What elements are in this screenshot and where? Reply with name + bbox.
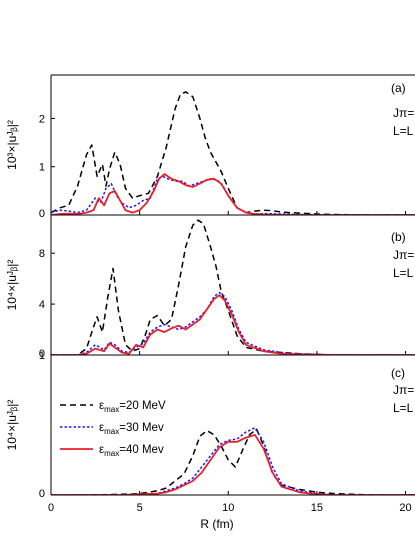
x-tick-label: 20 bbox=[399, 502, 411, 514]
panel-a-series-20mev bbox=[51, 91, 415, 215]
legend-label-20mev-main: ε bbox=[99, 400, 104, 412]
legend-entry-40mev: εmax=40 Mev bbox=[60, 444, 164, 458]
legend-entry-20mev: εmax=20 MeV bbox=[60, 400, 166, 414]
panel-c: 01 (c) Jπ= L=L 10⁴×|uᴶᵦ|² bbox=[5, 350, 415, 500]
legend-label-20mev-rest: =20 MeV bbox=[119, 400, 166, 412]
panel-c-y-tick-label: 0 bbox=[39, 488, 45, 500]
legend-label-40mev: εmax=40 Mev bbox=[99, 444, 164, 458]
panel-b-series-20mev bbox=[51, 219, 415, 355]
panel-a: 0 1 2 (a) Jπ= L=L 10³×|uᴶᵦ|² bbox=[5, 74, 415, 220]
panel-b-y-ticks: 0 4 8 bbox=[39, 248, 55, 360]
panel-c-lines bbox=[51, 427, 415, 495]
panel-a-annot-2: L=L bbox=[393, 124, 414, 138]
panel-c-series-30mev bbox=[51, 427, 415, 495]
panel-c-annot-2: L=L bbox=[393, 401, 414, 415]
panel-a-y-ticks: 0 1 2 bbox=[39, 113, 55, 220]
panel-b: 0 4 8 (b) Jπ= L=L 10⁴×|uᴶᵦ|² bbox=[5, 215, 415, 360]
panel-b-y-tick-label: 4 bbox=[39, 299, 45, 311]
panel-c-x-ticks bbox=[50, 491, 407, 495]
legend-label-30mev-sub: max bbox=[104, 427, 119, 436]
panel-a-annot-1: Jπ= bbox=[393, 106, 414, 120]
panel-a-lines bbox=[51, 91, 415, 215]
legend: εmax=20 MeV εmax=30 Mev εmax=40 Mev bbox=[60, 400, 166, 458]
panel-a-y-tick-label: 2 bbox=[39, 113, 45, 125]
panel-c-tag: (c) bbox=[391, 366, 405, 380]
panel-b-y-tick-label: 8 bbox=[39, 248, 45, 260]
legend-label-20mev-sub: max bbox=[104, 405, 119, 414]
panel-c-ylabel: 10⁴×|uᴶᵦ|² bbox=[5, 400, 19, 451]
x-tick-label: 0 bbox=[48, 502, 54, 514]
legend-label-30mev-main: ε bbox=[99, 422, 104, 434]
panel-a-ylabel: 10³×|uᴶᵦ|² bbox=[5, 120, 19, 170]
legend-label-40mev-main: ε bbox=[99, 444, 104, 456]
x-tick-label: 15 bbox=[311, 502, 323, 514]
panel-c-y-tick-label: 1 bbox=[39, 350, 45, 362]
panel-b-y-tick-label: 0 bbox=[39, 348, 45, 360]
x-tick-labels: 0 5 10 15 20 bbox=[48, 502, 412, 514]
legend-label-40mev-rest: =40 Mev bbox=[119, 444, 164, 456]
legend-label-30mev-rest: =30 Mev bbox=[119, 422, 164, 434]
panel-c-series-20mev bbox=[51, 428, 415, 495]
panel-b-tag: (b) bbox=[391, 230, 406, 244]
panel-b-annot-1: Jπ= bbox=[393, 248, 414, 262]
panel-a-series-30mev bbox=[51, 175, 415, 215]
panel-b-ylabel: 10⁴×|uᴶᵦ|² bbox=[5, 260, 19, 311]
x-tick-label: 5 bbox=[137, 502, 143, 514]
panel-c-y-ticks: 01 bbox=[39, 350, 55, 500]
legend-entry-30mev: εmax=30 Mev bbox=[60, 422, 164, 436]
panel-c-annot-1: Jπ= bbox=[393, 383, 414, 397]
legend-label-40mev-sub: max bbox=[104, 449, 119, 458]
panel-a-y-tick-label: 1 bbox=[39, 162, 45, 174]
panel-a-x-ticks bbox=[50, 211, 407, 215]
panel-b-x-ticks bbox=[50, 351, 407, 355]
x-axis-label: R (fm) bbox=[200, 517, 233, 531]
panel-b-annot-2: L=L bbox=[393, 266, 414, 280]
panel-b-series-40mev bbox=[51, 294, 415, 355]
panel-a-y-tick-label: 0 bbox=[39, 208, 45, 220]
panel-a-tag: (a) bbox=[391, 81, 406, 95]
legend-label-30mev: εmax=30 Mev bbox=[99, 422, 164, 436]
legend-label-20mev: εmax=20 MeV bbox=[99, 400, 166, 414]
panel-b-lines bbox=[51, 219, 415, 355]
x-tick-label: 10 bbox=[222, 502, 234, 514]
